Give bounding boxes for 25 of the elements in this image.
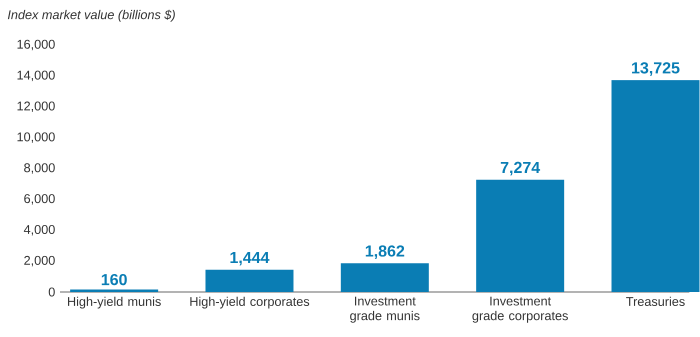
bar bbox=[476, 180, 564, 292]
y-tick-label: 12,000 bbox=[18, 102, 55, 112]
y-tick-label: 6,000 bbox=[24, 194, 55, 205]
y-tick-label: 0 bbox=[48, 288, 55, 296]
bar bbox=[340, 263, 429, 292]
y-tick-label: 16,000 bbox=[18, 40, 55, 50]
data-label: 1,444 bbox=[230, 252, 270, 266]
x-tick-label: High-yield munis bbox=[68, 296, 161, 309]
y-tick-label: 2,000 bbox=[24, 256, 55, 266]
y-tick-label: 4,000 bbox=[24, 225, 55, 236]
x-tick-label: High-yield corporates bbox=[190, 296, 310, 309]
x-tick-label: Treasuries bbox=[626, 296, 685, 306]
bar bbox=[612, 80, 700, 292]
x-tick-label: Investment grade munis bbox=[350, 296, 420, 323]
y-tick-label: 8,000 bbox=[24, 163, 55, 174]
y-tick-label: 14,000 bbox=[18, 70, 55, 82]
bar bbox=[205, 270, 294, 292]
bar bbox=[70, 290, 158, 292]
data-label: 13,725 bbox=[632, 62, 680, 76]
y-axis-title: Index market value (billions $) bbox=[8, 10, 175, 22]
x-tick-label: Investment grade corporates bbox=[472, 296, 568, 323]
data-label: 7,274 bbox=[500, 162, 540, 176]
data-label: 1,862 bbox=[366, 245, 404, 259]
y-tick-label: 10,000 bbox=[18, 132, 55, 143]
data-label: 160 bbox=[102, 274, 127, 286]
